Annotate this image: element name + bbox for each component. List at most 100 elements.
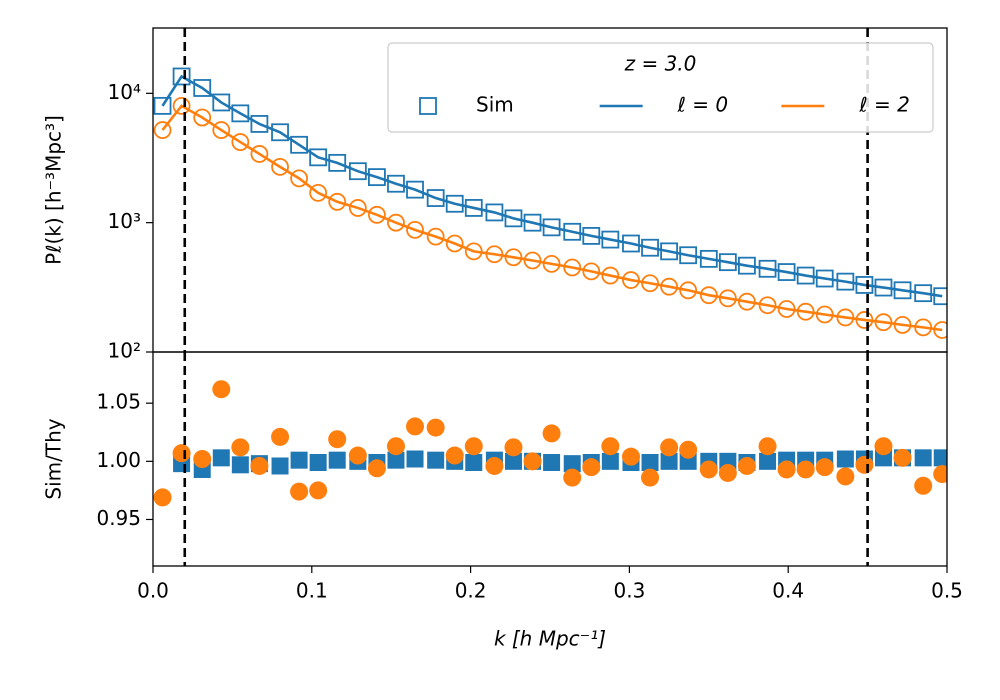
marker [679,281,698,300]
marker [309,183,328,202]
marker [153,96,172,115]
marker [271,457,289,475]
marker [542,424,561,443]
marker [387,213,405,232]
marker [815,305,834,324]
marker [543,453,561,471]
marker [542,218,561,237]
y-axis-label: Sim/Thy [42,418,66,499]
marker [933,287,947,306]
marker [250,456,269,475]
marker [212,449,230,467]
y-tick-label: 1.00 [96,448,141,472]
marker [874,313,893,332]
marker [426,418,445,437]
marker [933,321,947,339]
marker [464,437,483,456]
marker [718,463,737,482]
plot-area [153,67,947,339]
marker [622,234,640,253]
marker [172,96,191,115]
x-tick-label: 0.3 [613,579,645,603]
marker [777,300,796,318]
marker [914,284,933,303]
marker [290,482,309,501]
marker [563,455,581,473]
marker [172,444,191,463]
marker [582,458,601,477]
marker [893,316,912,334]
marker [777,263,796,281]
marker [464,242,483,261]
marker [271,123,289,142]
marker [445,194,464,213]
marker [504,452,522,470]
marker [485,203,504,222]
marker [386,437,405,456]
marker [504,209,523,228]
marker [290,169,308,188]
marker [231,133,250,151]
marker [815,458,834,477]
marker [348,162,367,181]
marker [406,180,424,199]
marker [718,253,737,272]
marker [737,456,756,475]
marker [660,242,678,261]
marker [563,468,582,487]
marker [504,438,523,457]
marker [485,245,504,264]
plot-area [153,380,947,507]
y-tick-label: 10³ [108,209,141,233]
marker [718,289,737,308]
marker [172,67,191,86]
marker [777,460,796,479]
marker [621,447,640,466]
marker [193,79,212,97]
y-tick-label: 1.05 [96,390,141,414]
marker [231,456,249,474]
marker [328,451,346,469]
marker [855,276,874,294]
marker [387,451,405,469]
marker [328,430,347,449]
marker [406,417,425,436]
marker [855,311,874,329]
marker [348,446,367,465]
marker [874,278,893,297]
legend-label: ℓ = 2 [858,93,909,117]
marker [699,286,718,305]
marker [193,108,212,127]
marker [796,266,815,285]
marker [622,271,640,289]
marker [231,104,250,123]
marker [893,281,912,300]
marker [582,262,601,281]
x-axis-label: k [h Mpc⁻¹] [494,627,606,651]
marker [738,292,756,311]
marker [836,308,855,327]
marker [738,256,756,275]
marker [250,145,269,163]
marker [660,438,679,457]
marker [290,135,308,154]
marker [153,121,172,139]
marker [582,227,601,245]
marker [679,440,698,459]
marker [641,274,659,293]
marker [641,468,660,487]
x-tick-label: 0.0 [137,579,169,603]
marker [464,199,483,217]
marker [542,254,561,273]
y-axis-label: Pℓ(k) [h⁻³Mpc³] [42,115,66,265]
y-tick-label: 10⁴ [108,80,141,104]
marker [348,199,367,217]
marker [271,157,289,176]
marker [796,302,815,321]
marker [367,459,386,478]
marker [290,451,308,469]
marker [601,266,620,285]
marker [250,115,269,133]
x-tick-label: 0.4 [772,579,804,603]
